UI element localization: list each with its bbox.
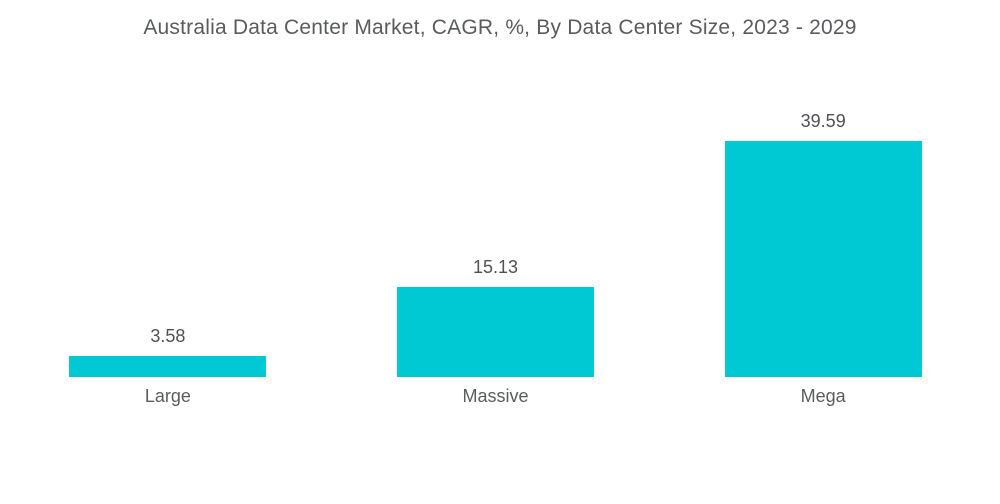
bar-massive [397, 287, 594, 377]
category-label-massive: Massive [462, 386, 529, 406]
bar-column-massive: 15.13 [332, 257, 660, 377]
bar-value-label: 3.58 [150, 326, 186, 346]
x-axis-labels: Large Massive Mega [4, 386, 987, 407]
bar-column-large: 3.58 [4, 326, 332, 377]
bar-large [69, 356, 267, 377]
bar-mega [724, 141, 922, 377]
chart-title: Australia Data Center Market, CAGR, %, B… [143, 16, 857, 39]
bar-column-mega: 39.59 [659, 111, 987, 377]
category-label-large: Large [144, 386, 191, 406]
category-label-mega: Mega [800, 386, 846, 406]
bar-value-label: 15.13 [472, 257, 519, 277]
plot-area: 3.58 15.13 39.59 [4, 0, 987, 377]
bar-value-label: 39.59 [800, 111, 846, 131]
